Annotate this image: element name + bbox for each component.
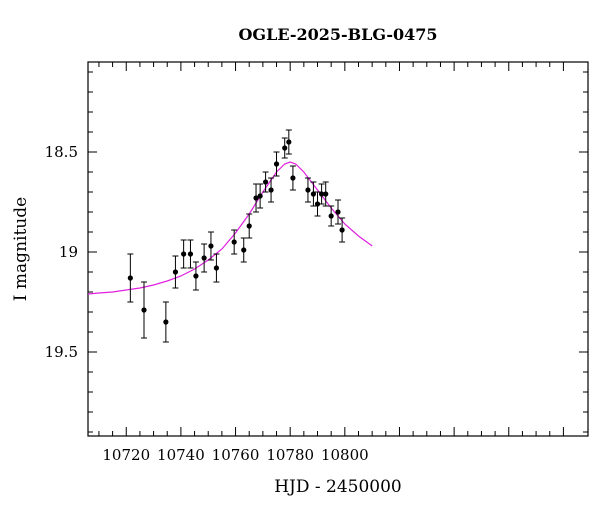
data-point [339, 217, 346, 243]
tick-labels: 10720 10740 10760 10780 10800 18.5 19 19.5 [45, 143, 369, 464]
data-points [127, 129, 346, 343]
data-point [127, 253, 134, 303]
data-point [172, 255, 179, 289]
point-marker [335, 209, 341, 215]
point-marker [193, 273, 199, 279]
x-tick-label: 10760 [212, 446, 260, 464]
data-point [268, 177, 275, 203]
data-point [192, 261, 199, 291]
point-marker [201, 255, 207, 261]
data-point [281, 137, 288, 159]
data-point [213, 253, 220, 283]
data-point [253, 183, 260, 213]
point-marker [305, 187, 311, 193]
y-tick-label: 18.5 [45, 143, 78, 161]
point-marker [213, 265, 220, 271]
point-marker [172, 269, 179, 275]
x-tick-label: 10780 [266, 446, 314, 464]
x-axis-label: HJD - 2450000 [274, 477, 402, 497]
y-axis-label: I magnitude [11, 197, 31, 301]
y-tick-label: 19 [59, 243, 78, 261]
data-point [187, 239, 194, 269]
point-marker [181, 251, 187, 257]
point-marker [163, 319, 169, 325]
y-tick-label: 19.5 [45, 343, 78, 361]
point-marker [127, 275, 133, 281]
data-point [304, 177, 311, 203]
data-point [289, 165, 296, 191]
point-marker [257, 193, 263, 199]
data-point [240, 237, 247, 263]
point-marker [262, 179, 269, 185]
data-point [285, 129, 292, 155]
data-point [262, 171, 269, 193]
data-point [257, 183, 264, 209]
data-point [328, 205, 335, 227]
data-point [322, 181, 329, 207]
point-marker [310, 191, 317, 197]
chart-title: OGLE-2025-BLG-0475 [238, 25, 437, 44]
point-marker [231, 239, 237, 245]
data-point [162, 301, 169, 343]
point-marker [319, 191, 325, 197]
point-marker [268, 187, 274, 193]
data-point [180, 239, 187, 269]
axis-ticks [88, 62, 588, 436]
point-marker [253, 195, 259, 201]
point-marker [290, 175, 296, 181]
plot-area [88, 129, 373, 343]
plot-frame [87, 61, 589, 437]
data-point [273, 151, 280, 177]
point-marker [323, 191, 329, 197]
data-point [318, 183, 325, 205]
x-tick-label: 10720 [102, 446, 150, 464]
point-marker [339, 227, 345, 233]
point-marker [208, 243, 214, 249]
point-marker [141, 307, 147, 313]
data-point [207, 231, 214, 261]
data-point [246, 213, 253, 239]
data-point [201, 243, 208, 273]
point-marker [241, 247, 247, 253]
point-marker [286, 139, 292, 145]
point-marker [328, 213, 334, 219]
data-point [141, 281, 148, 339]
point-marker [187, 251, 194, 257]
x-tick-label: 10740 [157, 446, 205, 464]
data-point [335, 199, 341, 225]
point-marker [246, 223, 252, 229]
x-tick-label: 10800 [321, 446, 369, 464]
data-point [314, 191, 321, 217]
data-point [310, 181, 317, 207]
point-marker [273, 161, 280, 167]
data-point [231, 229, 238, 255]
point-marker [314, 201, 321, 207]
point-marker [282, 145, 288, 151]
